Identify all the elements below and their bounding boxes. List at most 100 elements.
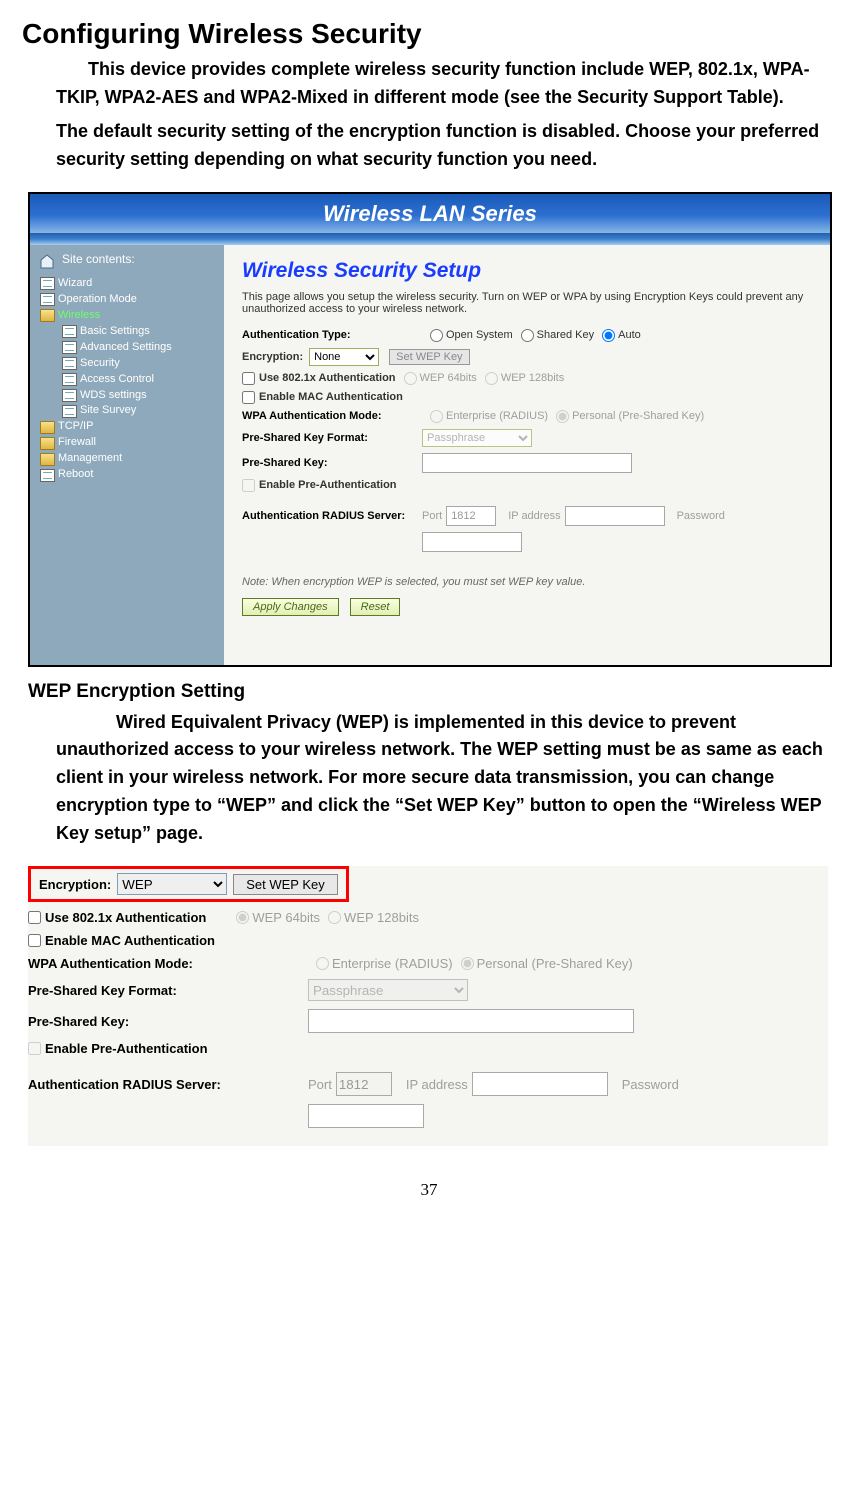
encryption-highlight-box: Encryption: WEP Set WEP Key	[28, 866, 349, 902]
enable-mac-label: Enable MAC Authentication	[45, 933, 215, 948]
pw-input[interactable]	[422, 532, 522, 552]
apply-button[interactable]: Apply Changes	[242, 598, 339, 616]
main-panel: Wireless Security Setup This page allows…	[224, 245, 830, 665]
enable-mac-label: Enable MAC Authentication	[259, 391, 403, 403]
auth-type-label: Authentication Type:	[242, 329, 422, 341]
sidebar-item-firewall[interactable]: Firewall	[36, 435, 218, 451]
psk-label: Pre-Shared Key:	[28, 1014, 308, 1029]
sidebar-item-reboot[interactable]: Reboot	[36, 467, 218, 483]
preauth-label: Enable Pre-Authentication	[259, 479, 397, 491]
wep128-label: WEP 128bits	[344, 910, 419, 925]
panel-description: This page allows you setup the wireless …	[242, 291, 814, 315]
use-8021x-label: Use 802.1x Authentication	[259, 372, 396, 384]
sidebar-item-wizard[interactable]: Wizard	[36, 276, 218, 292]
auth-auto-radio[interactable]	[602, 329, 615, 342]
file-icon	[62, 325, 77, 338]
sidebar-header: Site contents:	[62, 251, 135, 268]
sidebar-item-survey[interactable]: Site Survey	[36, 403, 218, 419]
sidebar-item-label: Security	[80, 356, 120, 372]
set-wep-key-button[interactable]: Set WEP Key	[233, 874, 338, 895]
panel-title: Wireless Security Setup	[242, 259, 814, 283]
wep128-radio	[485, 372, 498, 385]
sidebar-item-access-control[interactable]: Access Control	[36, 372, 218, 388]
sidebar-item-label: Advanced Settings	[80, 340, 172, 356]
file-icon	[40, 277, 55, 290]
ip-input[interactable]	[565, 506, 665, 526]
encryption-label: Encryption:	[39, 877, 111, 892]
auth-shared-radio[interactable]	[521, 329, 534, 342]
wep128-radio	[328, 911, 341, 924]
sidebar-item-label: WDS settings	[80, 388, 147, 404]
reset-button[interactable]: Reset	[350, 598, 401, 616]
radius-label: Authentication RADIUS Server:	[242, 510, 422, 522]
wpa-personal-label: Personal (Pre-Shared Key)	[477, 956, 633, 971]
file-icon	[62, 405, 77, 418]
enable-mac-checkbox[interactable]	[242, 391, 255, 404]
psk-input[interactable]	[422, 453, 632, 473]
psk-format-select: Passphrase	[422, 429, 532, 447]
file-icon	[62, 341, 77, 354]
sidebar-item-tcpip[interactable]: TCP/IP	[36, 419, 218, 435]
radius-label: Authentication RADIUS Server:	[28, 1077, 308, 1092]
sidebar: Site contents: Wizard Operation Mode Wir…	[30, 245, 224, 665]
encryption-select[interactable]: WEP	[117, 873, 227, 895]
use-8021x-label: Use 802.1x Authentication	[45, 910, 206, 925]
port-label: Port	[308, 1077, 332, 1092]
wpa-enterprise-label: Enterprise (RADIUS)	[446, 410, 548, 422]
home-icon	[36, 252, 58, 270]
page-number: 37	[22, 1180, 836, 1200]
sidebar-item-management[interactable]: Management	[36, 451, 218, 467]
preauth-label: Enable Pre-Authentication	[45, 1041, 208, 1056]
folder-icon	[40, 309, 55, 322]
sidebar-item-label: Wireless	[58, 308, 100, 324]
sidebar-item-advanced[interactable]: Advanced Settings	[36, 340, 218, 356]
enable-mac-checkbox[interactable]	[28, 934, 41, 947]
sidebar-item-label: Site Survey	[80, 403, 136, 419]
preauth-checkbox	[28, 1042, 41, 1055]
banner-strip	[30, 233, 830, 245]
app-banner: Wireless LAN Series	[30, 194, 830, 233]
wep128-label: WEP 128bits	[501, 372, 564, 384]
sidebar-item-label: Reboot	[58, 467, 93, 483]
file-icon	[62, 357, 77, 370]
auth-open-radio[interactable]	[430, 329, 443, 342]
ip-input[interactable]	[472, 1072, 608, 1096]
sidebar-item-label: Wizard	[58, 276, 92, 292]
sidebar-item-opmode[interactable]: Operation Mode	[36, 292, 218, 308]
intro-paragraph-1: This device provides complete wireless s…	[56, 56, 836, 112]
sidebar-item-wds[interactable]: WDS settings	[36, 388, 218, 404]
ip-label: IP address	[406, 1077, 468, 1092]
psk-input[interactable]	[308, 1009, 634, 1033]
wpa-enterprise-radio	[430, 410, 443, 423]
wep64-label: WEP 64bits	[252, 910, 320, 925]
psk-format-select: Passphrase	[308, 979, 468, 1001]
wpa-personal-radio	[461, 957, 474, 970]
wep-section-title: WEP Encryption Setting	[28, 681, 836, 703]
pw-input[interactable]	[308, 1104, 424, 1128]
auth-shared-label: Shared Key	[537, 329, 594, 341]
file-icon	[40, 469, 55, 482]
wpa-personal-label: Personal (Pre-Shared Key)	[572, 410, 704, 422]
wep64-radio	[404, 372, 417, 385]
use-8021x-checkbox[interactable]	[28, 911, 41, 924]
folder-icon	[40, 421, 55, 434]
folder-icon	[40, 437, 55, 450]
wpa-mode-label: WPA Authentication Mode:	[28, 956, 308, 971]
sidebar-item-basic[interactable]: Basic Settings	[36, 324, 218, 340]
sidebar-item-security[interactable]: Security	[36, 356, 218, 372]
wpa-personal-radio	[556, 410, 569, 423]
auth-open-label: Open System	[446, 329, 513, 341]
footer-buttons: Apply Changes Reset	[242, 598, 814, 616]
port-input	[336, 1072, 392, 1096]
sidebar-item-wireless[interactable]: Wireless	[36, 308, 218, 324]
set-wep-key-button[interactable]: Set WEP Key	[389, 349, 469, 365]
sidebar-item-label: TCP/IP	[58, 419, 93, 435]
intro-paragraph-2: The default security setting of the encr…	[56, 118, 836, 174]
wep-paragraph: Wired Equivalent Privacy (WEP) is implem…	[56, 709, 836, 848]
file-icon	[62, 373, 77, 386]
folder-icon	[40, 453, 55, 466]
encryption-select[interactable]: None	[309, 348, 379, 366]
psk-label: Pre-Shared Key:	[242, 457, 422, 469]
use-8021x-checkbox[interactable]	[242, 372, 255, 385]
sidebar-item-label: Basic Settings	[80, 324, 150, 340]
